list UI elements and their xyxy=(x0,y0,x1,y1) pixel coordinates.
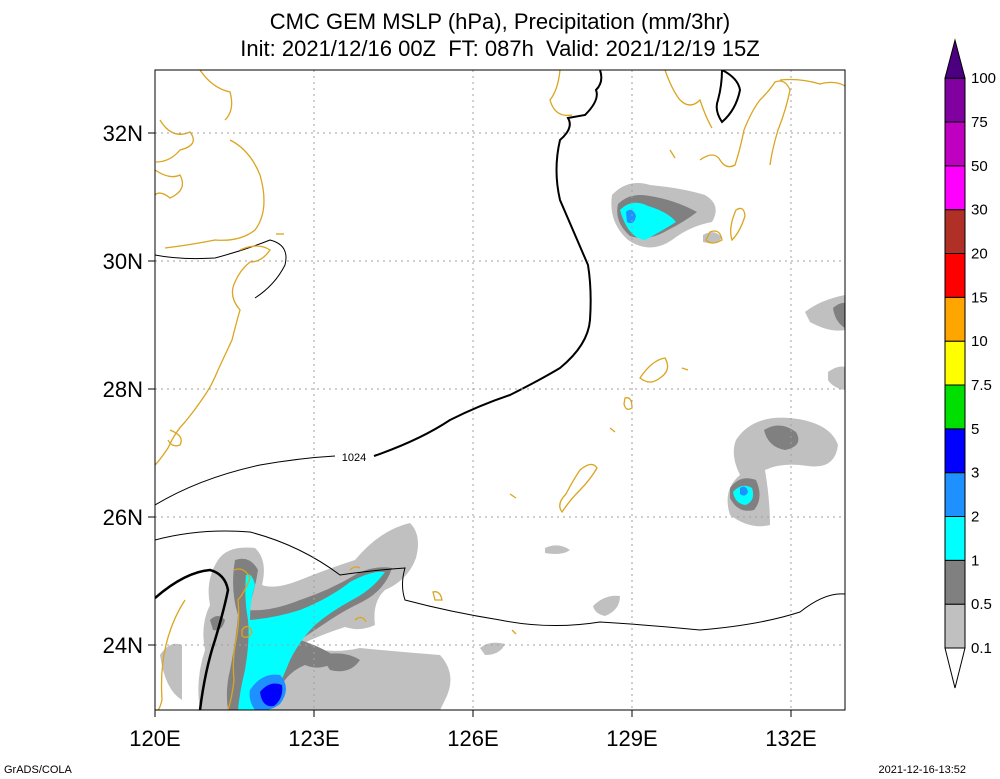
colorbar-label: 50 xyxy=(971,158,988,175)
colorbar-label: 5 xyxy=(971,421,979,438)
colorbar-segment xyxy=(944,253,966,298)
colorbar-segment xyxy=(944,340,966,386)
lat-label: 24N xyxy=(103,633,143,658)
colorbar-lower-arrow xyxy=(944,647,966,689)
colorbar-upper-arrow xyxy=(944,38,966,79)
lon-label: 129E xyxy=(606,726,657,751)
colorbar-segment xyxy=(944,428,966,474)
colorbar-label: 15 xyxy=(971,289,988,306)
lat-label: 32N xyxy=(103,121,143,146)
colorbar-segment xyxy=(944,121,966,167)
colorbar-label: 20 xyxy=(971,246,988,263)
software-credit: GrADS/COLA xyxy=(4,764,72,776)
lon-label: 132E xyxy=(765,726,816,751)
precip-intense xyxy=(249,209,748,710)
colorbar-segment xyxy=(944,472,966,517)
colorbar-segment xyxy=(944,209,966,255)
colorbar-label: 0.5 xyxy=(971,596,992,613)
colorbar-label: 0.1 xyxy=(971,640,992,657)
colorbar-label: 1 xyxy=(971,552,979,569)
longitude-labels: 120E 123E 126E 129E 132E xyxy=(129,726,816,751)
colorbar-label: 100 xyxy=(971,70,996,87)
colorbar-segment xyxy=(944,165,966,211)
isobars xyxy=(155,70,845,710)
lon-label: 123E xyxy=(288,726,339,751)
lat-label: 28N xyxy=(103,377,143,402)
precip-colorbar: 0.1 0.5 1 2 3 5 7.5 10 15 20 30 50 75 100 xyxy=(944,38,996,689)
colorbar-label: 75 xyxy=(971,114,988,131)
colorbar-label: 3 xyxy=(971,465,979,482)
generation-timestamp: 2021-12-16-13:52 xyxy=(878,764,966,776)
map-subtitle: Init: 2021/12/16 00Z FT: 087h Valid: 202… xyxy=(240,36,760,61)
isobar-label: 1024 xyxy=(342,452,366,464)
colorbar-segment xyxy=(944,603,966,649)
lon-label: 126E xyxy=(447,726,498,751)
colorbar-segment xyxy=(944,516,966,561)
lat-label: 26N xyxy=(103,505,143,530)
map-title: CMC GEM MSLP (hPa), Precipitation (mm/3h… xyxy=(269,9,731,34)
plot-frame xyxy=(154,69,846,711)
lon-label: 120E xyxy=(129,726,180,751)
coastline xyxy=(155,70,845,710)
axis-ticks xyxy=(148,132,792,717)
colorbar-label: 2 xyxy=(971,509,979,526)
latitude-labels: 32N 30N 28N 26N 24N xyxy=(103,121,143,658)
plot-area: 1024 xyxy=(155,70,845,710)
colorbar-label: 7.5 xyxy=(971,377,992,394)
colorbar-segment xyxy=(944,559,966,605)
lat-label: 30N xyxy=(103,249,143,274)
colorbar-label: 30 xyxy=(971,202,988,219)
graticule xyxy=(155,70,845,710)
colorbar-segment xyxy=(944,296,966,342)
colorbar-label: 10 xyxy=(971,333,988,350)
colorbar-segment xyxy=(944,384,966,430)
colorbar-segment xyxy=(944,77,966,123)
